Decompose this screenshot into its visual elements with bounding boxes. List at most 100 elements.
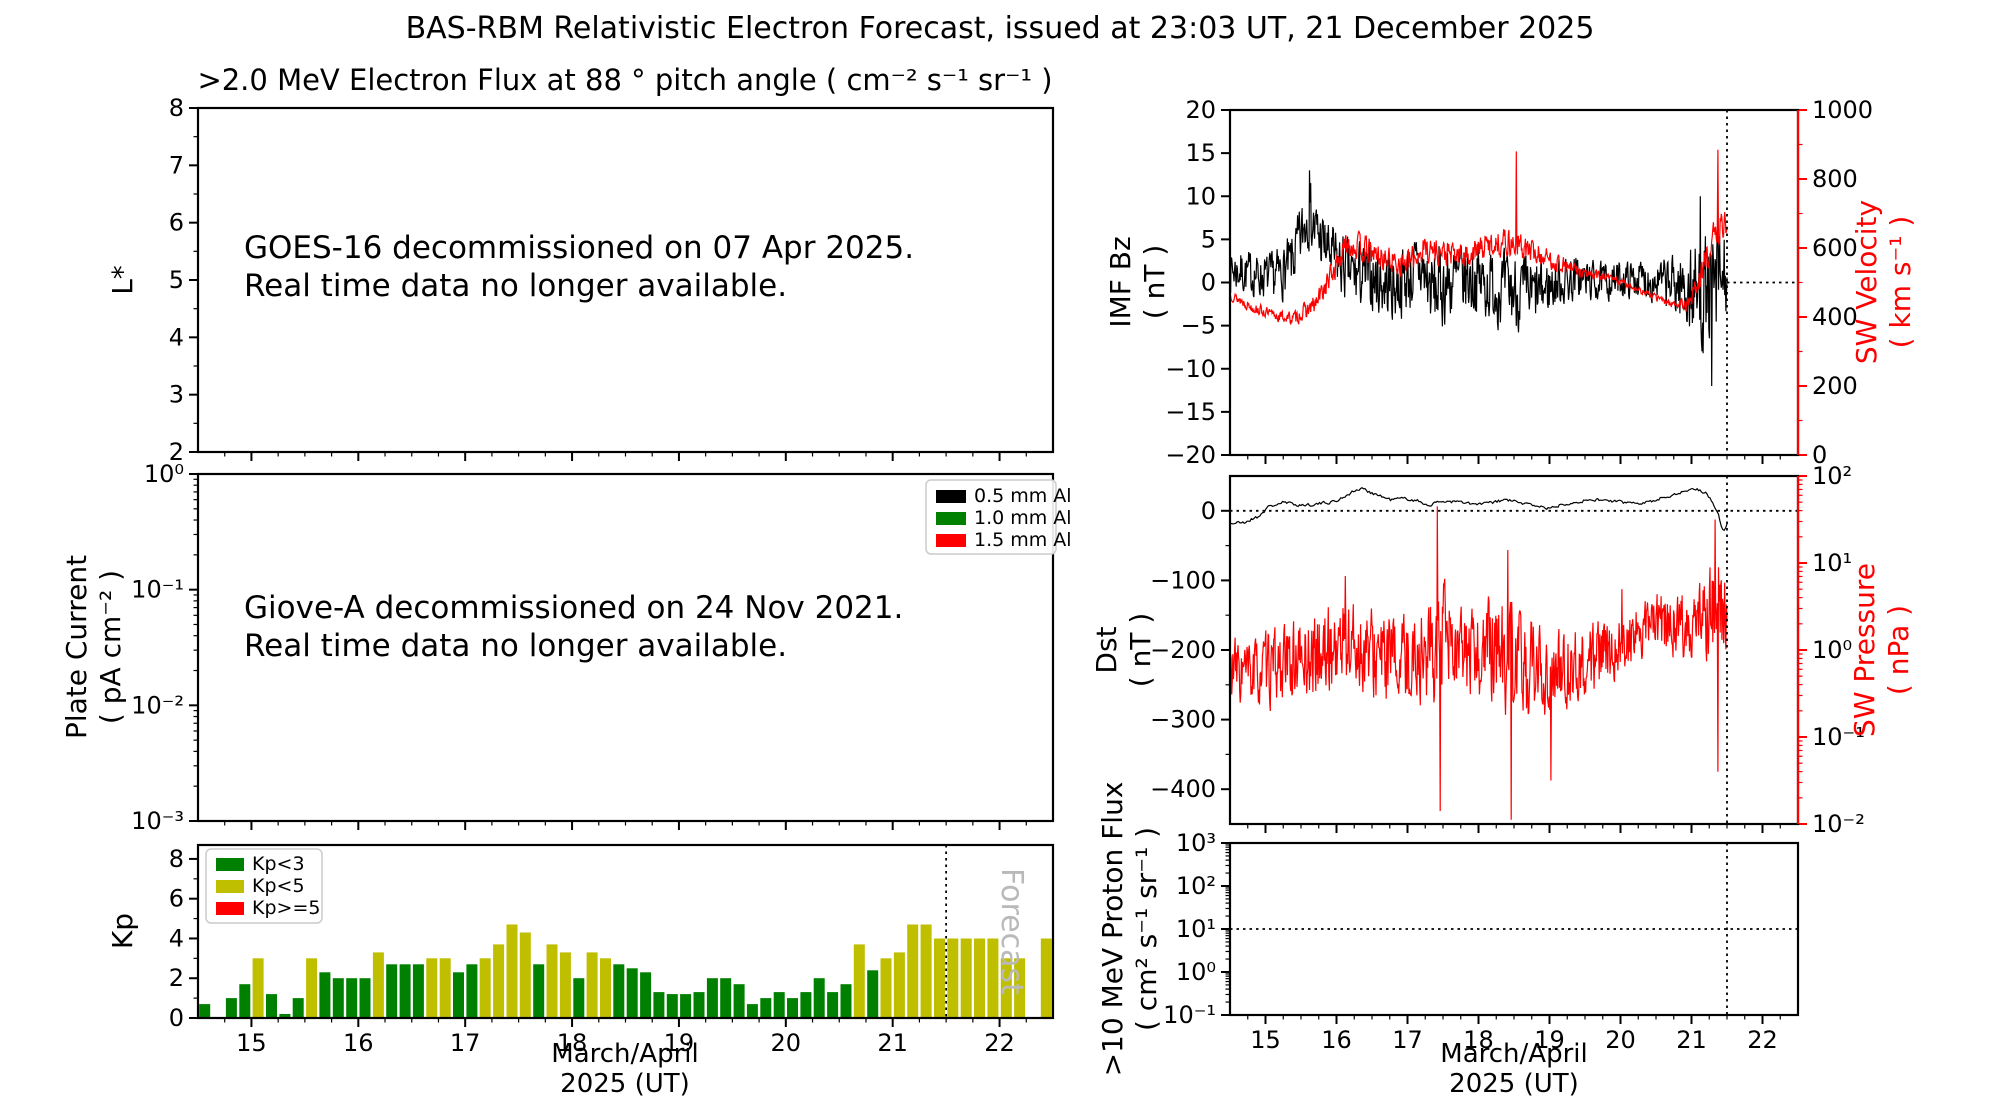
kp-bar (666, 994, 678, 1018)
kp-bar (426, 958, 438, 1018)
kp-bar (292, 998, 304, 1018)
sw-velocity-y-tick-label: 400 (1812, 303, 1858, 331)
proton-flux-y-tick-label: 10² (1176, 872, 1216, 900)
plate-current-legend: 0.5 mm Al 1.0 mm Al 1.5 mm Al (925, 479, 1072, 555)
kp-y-tick-label: 8 (169, 845, 184, 873)
electron-flux-y-tick-label: 2 (169, 438, 184, 466)
sw-velocity-y-tick-label: 600 (1812, 234, 1858, 262)
legend-swatch-10mm (936, 512, 966, 525)
sw-pressure-axis-label-line1: SW Pressure (1848, 563, 1881, 737)
legend-swatch-kp-ge5 (216, 902, 244, 915)
sw-velocity-y-tick-label: 800 (1812, 165, 1858, 193)
dst-axis-label-line2: ( nT ) (1124, 613, 1157, 688)
electron-flux-y-tick-label: 5 (169, 266, 184, 294)
imf-bz-y-tick-label: 0 (1201, 269, 1216, 297)
legend-label-kp-lt3: Kp<3 (252, 853, 305, 875)
kp-bar (359, 978, 371, 1018)
plate-current-axis-label-line2: ( pA cm⁻² ) (94, 570, 127, 724)
kp-bar (800, 992, 812, 1018)
dst-y-tick-label: −200 (1150, 636, 1216, 664)
legend-swatch-15mm (936, 534, 966, 547)
imf-bz-y-tick-label: 15 (1185, 139, 1216, 167)
legend-label-10mm: 1.0 mm Al (974, 507, 1072, 529)
dst-y-tick-label: −100 (1150, 566, 1216, 594)
sw-velocity-line (1230, 149, 1728, 325)
sw-velocity-y-tick-label: 0 (1812, 441, 1827, 469)
kp-bar (1000, 958, 1012, 1018)
kp-y-tick-label: 2 (169, 964, 184, 992)
kp-bar (573, 978, 585, 1018)
kp-bar (412, 964, 424, 1018)
kp-x-tick-label: 22 (984, 1029, 1015, 1057)
kp-bar (680, 994, 692, 1018)
sw-pressure-y-tick-label: 10⁻² (1812, 810, 1865, 838)
kp-bar (1040, 938, 1052, 1018)
kp-bar (920, 924, 932, 1018)
kp-bar (306, 958, 318, 1018)
kp-bar (613, 964, 625, 1018)
kp-x-tick-label: 16 (343, 1029, 374, 1057)
electron-flux-title: >2.0 MeV Electron Flux at 88 ° pitch ang… (197, 63, 1052, 97)
imf-bz-y-tick-label: −20 (1165, 441, 1216, 469)
kp-bar (346, 978, 358, 1018)
proton-x-tick-label: 17 (1392, 1026, 1423, 1054)
plate-current-y-tick-label: 10⁻¹ (131, 576, 184, 604)
kp-bar (319, 972, 331, 1018)
kp-axis-label: Kp (106, 913, 139, 949)
kp-x-tick-label: 21 (877, 1029, 908, 1057)
proton-x-tick-label: 21 (1676, 1026, 1707, 1054)
imf-bz-line (1230, 170, 1728, 387)
kp-x-tick-label: 19 (664, 1029, 695, 1057)
legend-swatch-kp-lt3 (216, 858, 244, 871)
legend-swatch-05mm (936, 490, 966, 503)
kp-bar (907, 924, 919, 1018)
imf-bz-y-tick-label: −5 (1181, 312, 1216, 340)
kp-bar (439, 958, 451, 1018)
sw-pressure-y-tick-label: 10⁻¹ (1812, 723, 1865, 751)
kp-bar (493, 944, 505, 1018)
kp-bar (252, 958, 264, 1018)
kp-bar (386, 964, 398, 1018)
kp-bar (760, 998, 772, 1018)
kp-bar (893, 952, 905, 1018)
kp-bar (1014, 958, 1026, 1018)
proton-xaxis-label-line1: March/April (1440, 1039, 1587, 1069)
kp-bar (974, 938, 985, 1018)
kp-bar (853, 944, 865, 1018)
kp-bar (519, 932, 531, 1018)
kp-bar (279, 1014, 291, 1018)
kp-bar (479, 958, 491, 1018)
sw-velocity-y-tick-label: 200 (1812, 372, 1858, 400)
forecast-watermark: Forecast (994, 868, 1029, 995)
kp-bar (693, 992, 705, 1018)
panel-proton-flux-border (1228, 841, 1800, 1017)
sw-velocity-axis-label-line1: SW Velocity (1850, 200, 1883, 364)
kp-bar (600, 958, 611, 1018)
sw-velocity-axis-label-line2: ( km s⁻¹ ) (1884, 216, 1917, 349)
kp-bar (546, 944, 558, 1018)
kp-x-tick-label: 20 (771, 1029, 802, 1057)
kp-bar (453, 972, 464, 1018)
electron-flux-y-tick-label: 3 (169, 381, 184, 409)
kp-x-tick-label: 17 (450, 1029, 481, 1057)
kp-bar (934, 938, 945, 1018)
plate-current-y-tick-label: 10⁻² (131, 691, 184, 719)
electron-flux-message-line1: GOES-16 decommissioned on 07 Apr 2025. (244, 230, 914, 266)
kp-bar (199, 1004, 211, 1018)
kp-xaxis-label-line1: March/April (551, 1039, 698, 1069)
proton-flux-y-tick-label: 10¹ (1176, 915, 1216, 943)
kp-bar (506, 924, 518, 1018)
legend-label-05mm: 0.5 mm Al (974, 485, 1072, 507)
lstar-axis-label: L* (106, 265, 139, 295)
kp-bar (880, 958, 892, 1018)
imf-bz-y-tick-label: −10 (1165, 355, 1216, 383)
kp-bar (867, 970, 879, 1018)
sw-velocity-y-tick-label: 1000 (1812, 96, 1873, 124)
kp-bar (266, 994, 277, 1018)
sw-pressure-y-tick-label: 10² (1812, 462, 1852, 490)
kp-y-tick-label: 4 (169, 924, 184, 952)
kp-x-tick-label: 18 (557, 1029, 588, 1057)
kp-bar (533, 964, 545, 1018)
legend-label-kp-ge5: Kp>=5 (252, 897, 320, 919)
